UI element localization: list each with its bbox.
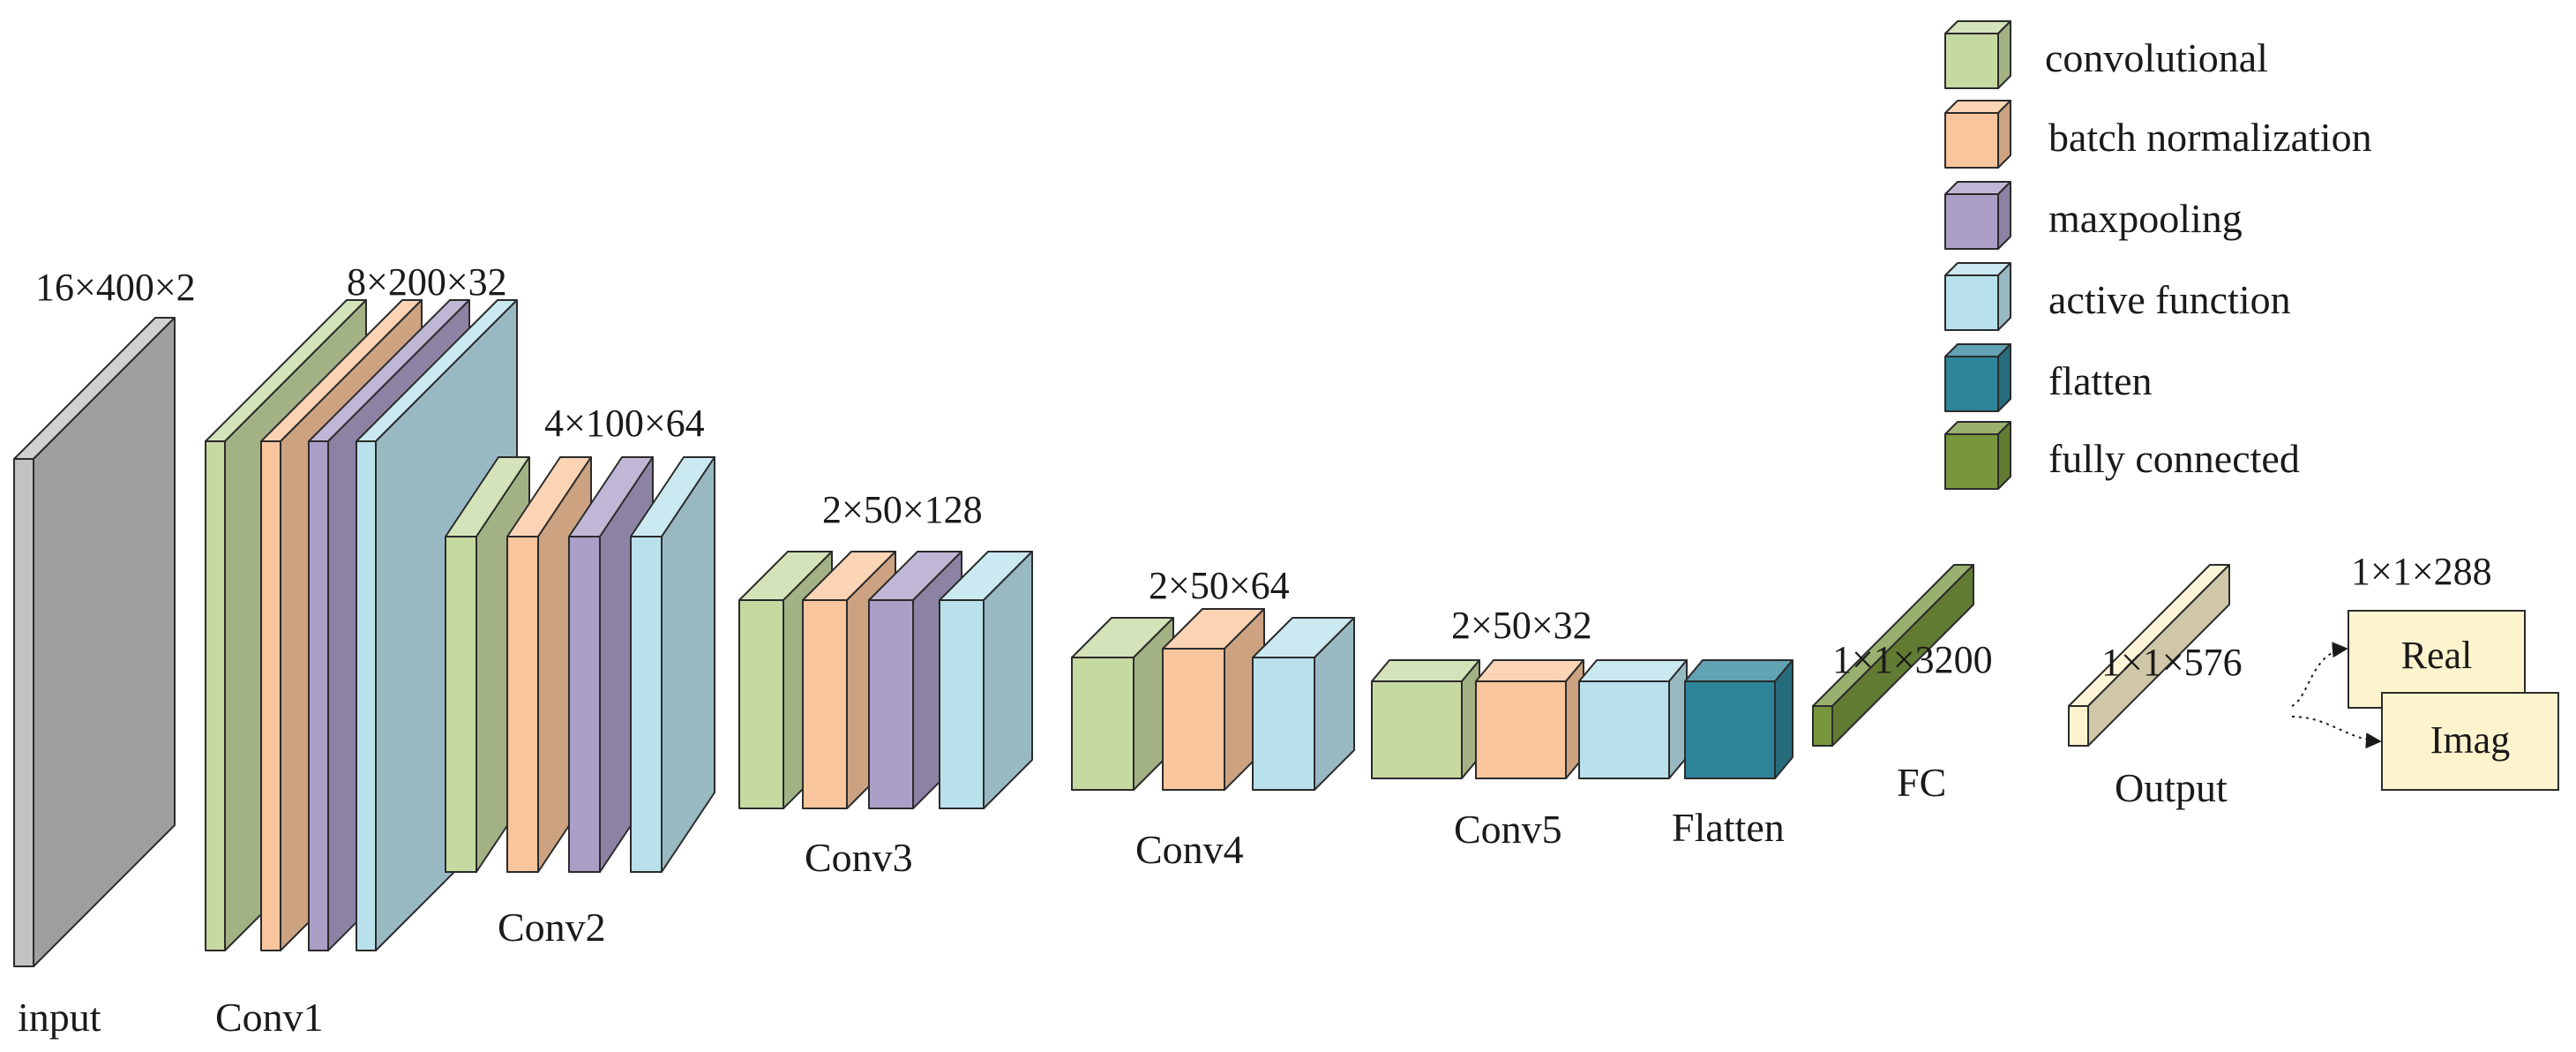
input-tensor-front — [13, 458, 34, 967]
conv4-batch-norm-layer-front — [1162, 648, 1225, 791]
real-output-label: Real — [2401, 634, 2473, 677]
conv1-convolutional-layer-front — [205, 440, 226, 951]
arrow-to-imag — [2291, 716, 2382, 749]
conv2-dims-label: 4×100×64 — [544, 402, 705, 445]
arrow-to-real — [2291, 642, 2348, 707]
conv4-batch-norm-layer — [1162, 608, 1265, 791]
legend-swatch-active-function-front — [1944, 274, 1999, 331]
conv5-activation-layer-front — [1578, 680, 1670, 779]
conv1-label: Conv1 — [215, 995, 324, 1040]
conv2-activation-layer — [630, 456, 715, 873]
legend-swatch-active-function — [1944, 262, 2011, 331]
conv2-batch-norm-layer-front — [506, 536, 539, 873]
legend-swatch-maxpooling — [1944, 181, 2011, 250]
output-layer-front — [2068, 705, 2089, 747]
input-label: input — [18, 995, 101, 1040]
legend-swatch-fully-connected-front — [1944, 433, 1999, 490]
legend-swatch-convolutional — [1944, 20, 2011, 89]
conv1-dims-label: 8×200×32 — [347, 260, 507, 304]
conv1-activation-layer-front — [356, 440, 377, 951]
legend-label-batch-normalization: batch normalization — [2048, 115, 2372, 160]
flatten-layer — [1684, 659, 1793, 779]
input-dims-label: 16×400×2 — [35, 266, 196, 309]
legend: convolutional batch normalization maxpooli… — [1944, 20, 2372, 490]
legend-swatch-convolutional-side — [1997, 20, 2011, 89]
flatten-layer-side — [1774, 659, 1793, 779]
flatten-label: Flatten — [1672, 805, 1785, 850]
legend-label-maxpooling: maxpooling — [2048, 196, 2243, 241]
conv2-activation-layer-front — [630, 536, 663, 873]
conv5-label: Conv5 — [1454, 807, 1562, 852]
output-label: Output — [2115, 765, 2228, 810]
conv5-batch-norm-layer — [1475, 659, 1584, 779]
conv5-convolutional-layer-front — [1371, 680, 1463, 779]
legend-swatch-active-function-side — [1997, 262, 2011, 331]
conv3-dims-label: 2×50×128 — [822, 488, 983, 531]
output-dims-label: 1×1×576 — [2101, 641, 2243, 684]
conv1-batch-norm-layer-front — [260, 440, 281, 951]
conv5-activation-layer — [1578, 659, 1688, 779]
imag-output-box — [2381, 692, 2559, 791]
legend-label-flatten: flatten — [2048, 358, 2153, 403]
conv1-maxpooling-layer-front — [308, 440, 329, 951]
flatten-layer-front — [1684, 680, 1776, 779]
conv4-label: Conv4 — [1135, 827, 1244, 872]
legend-swatch-fully-connected-side — [1997, 421, 2011, 490]
legend-swatch-maxpooling-side — [1997, 181, 2011, 250]
layer-blocks — [13, 299, 2230, 967]
legend-swatch-fully-connected — [1944, 421, 2011, 490]
real-output-box — [2348, 610, 2526, 709]
conv5-batch-norm-layer-front — [1475, 680, 1567, 779]
conv4-activation-layer-front — [1252, 657, 1315, 791]
fc-layer-front — [1812, 705, 1833, 747]
legend-swatch-flatten-side — [1997, 343, 2011, 412]
legend-swatch-batch-normalization-front — [1944, 112, 1999, 169]
imag-output-label: Imag — [2430, 718, 2510, 762]
conv3-activation-layer — [939, 551, 1033, 809]
legend-swatch-convolutional-front — [1944, 33, 1999, 89]
legend-swatch-batch-normalization — [1944, 100, 2011, 169]
conv3-maxpooling-layer-front — [868, 599, 914, 809]
conv2-maxpooling-layer-front — [568, 536, 601, 873]
conv2-convolutional-layer-front — [445, 536, 477, 873]
conv3-activation-layer-front — [939, 599, 985, 809]
input-tensor-side — [33, 317, 176, 967]
fc-label: FC — [1897, 760, 1946, 805]
conv3-batch-norm-layer-front — [802, 599, 848, 809]
legend-swatch-maxpooling-front — [1944, 193, 1999, 250]
conv3-label: Conv3 — [805, 835, 913, 880]
conv4-convolutional-layer-front — [1071, 657, 1134, 791]
conv4-activation-layer — [1252, 617, 1355, 791]
split-dims-label: 1×1×288 — [2351, 550, 2492, 593]
conv5-dims-label: 2×50×32 — [1451, 604, 1592, 647]
conv3-convolutional-layer-front — [738, 599, 784, 809]
conv4-dims-label: 2×50×64 — [1149, 564, 1290, 607]
legend-label-fully-connected: fully connected — [2048, 436, 2300, 481]
fc-layer — [1812, 564, 1974, 747]
fc-dims-label: 1×1×3200 — [1832, 638, 1993, 681]
input-tensor — [13, 317, 176, 967]
legend-swatch-flatten-front — [1944, 356, 1999, 412]
output-layer — [2068, 564, 2230, 747]
conv4-convolutional-layer — [1071, 617, 1174, 791]
conv2-label: Conv2 — [498, 905, 606, 950]
legend-label-convolutional: convolutional — [2045, 35, 2268, 80]
legend-label-active-function: active function — [2048, 277, 2291, 322]
conv5-convolutional-layer — [1371, 659, 1480, 779]
legend-swatch-flatten — [1944, 343, 2011, 412]
legend-swatch-batch-normalization-side — [1997, 100, 2011, 169]
